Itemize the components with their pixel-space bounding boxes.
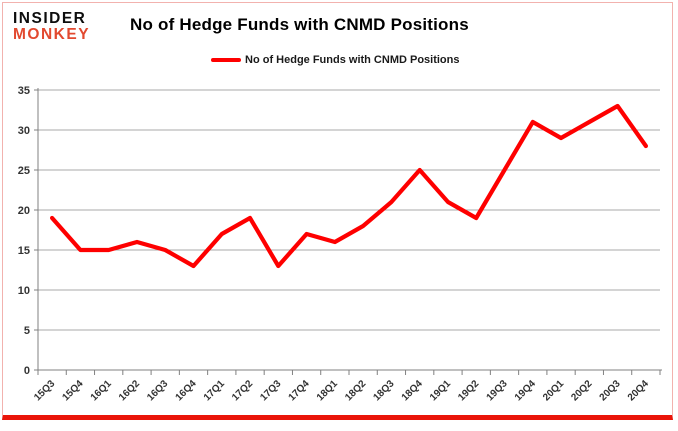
- data-line-series-0: [49, 103, 649, 269]
- y-axis-label-20: 20: [18, 205, 30, 217]
- y-axis-label-0: 0: [24, 365, 30, 377]
- x-axis-label-16Q4: 16Q4: [174, 378, 199, 403]
- y-axis-label-15: 15: [18, 245, 30, 257]
- y-axis-label-30: 30: [18, 125, 30, 137]
- x-axis-label-19Q2: 19Q2: [456, 378, 481, 403]
- x-axis-label-20Q3: 20Q3: [598, 378, 623, 403]
- legend-line-marker-icon: [211, 58, 241, 62]
- x-axis-label-20Q2: 20Q2: [569, 378, 594, 403]
- logo-text-monkey: MONKEY: [13, 26, 91, 43]
- chart-title: No of Hedge Funds with CNMD Positions: [130, 15, 469, 34]
- legend-label: No of Hedge Funds with CNMD Positions: [245, 54, 460, 66]
- y-axis-label-10: 10: [18, 285, 30, 297]
- x-axis-label-15Q4: 15Q4: [60, 378, 85, 403]
- x-axis-label-19Q4: 19Q4: [513, 378, 538, 403]
- x-axis-label-16Q1: 16Q1: [89, 378, 114, 403]
- x-axis-label-17Q1: 17Q1: [202, 378, 227, 403]
- x-axis-label-18Q3: 18Q3: [371, 378, 396, 403]
- x-axis-label-17Q4: 17Q4: [287, 378, 312, 403]
- insider-monkey-logo: INSIDER MONKEY: [13, 11, 90, 43]
- x-axis-label-17Q3: 17Q3: [258, 378, 283, 403]
- y-axis-label-25: 25: [18, 165, 30, 177]
- x-axis-label-20Q1: 20Q1: [541, 378, 566, 403]
- x-axis-label-17Q2: 17Q2: [230, 378, 255, 403]
- x-axis-label-19Q1: 19Q1: [428, 378, 453, 403]
- x-axis-label-18Q4: 18Q4: [400, 378, 425, 403]
- x-axis-label-16Q3: 16Q3: [145, 378, 170, 403]
- x-axis-label-15Q3: 15Q3: [32, 378, 57, 403]
- x-axis-label-16Q2: 16Q2: [117, 378, 142, 403]
- y-axis-label-35: 35: [18, 85, 30, 97]
- x-axis-label-20Q4: 20Q4: [626, 378, 651, 403]
- chart-legend: No of Hedge Funds with CNMD Positions: [211, 54, 460, 66]
- y-axis-label-5: 5: [24, 325, 30, 337]
- x-axis-label-18Q2: 18Q2: [343, 378, 368, 403]
- logo-text-insider: INSIDER: [13, 10, 87, 27]
- x-axis-label-18Q1: 18Q1: [315, 378, 340, 403]
- x-axis-label-19Q3: 19Q3: [485, 378, 510, 403]
